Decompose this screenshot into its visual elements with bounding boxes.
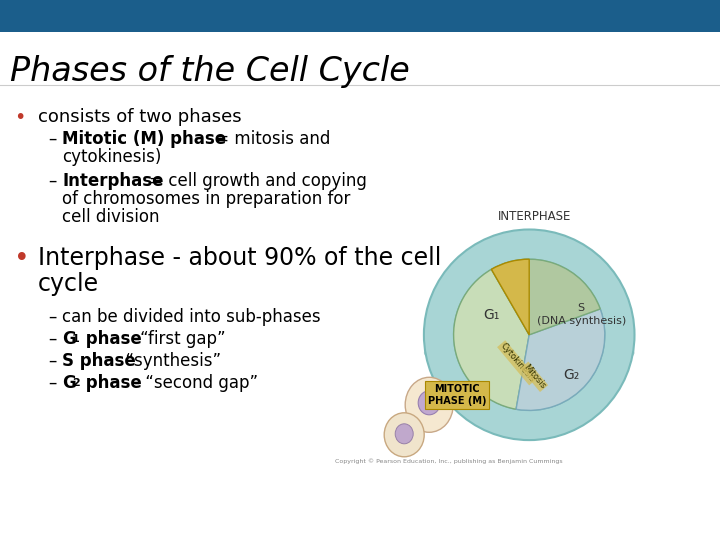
Text: = mitosis and: = mitosis and	[210, 130, 330, 148]
Text: G₂: G₂	[563, 368, 580, 382]
Text: –: –	[48, 172, 56, 190]
Text: INTERPHASE: INTERPHASE	[498, 211, 571, 224]
Text: cycle: cycle	[38, 272, 99, 296]
Text: cytokinesis): cytokinesis)	[62, 148, 161, 166]
Text: = cell growth and copying: = cell growth and copying	[144, 172, 367, 190]
Text: –: –	[48, 130, 56, 148]
Text: S phase: S phase	[62, 352, 136, 370]
Text: Phases of the Cell Cycle: Phases of the Cell Cycle	[10, 56, 410, 89]
Text: - “second gap”: - “second gap”	[129, 374, 258, 392]
Text: G: G	[62, 374, 76, 392]
Text: Cytokinesis: Cytokinesis	[498, 341, 536, 384]
Text: –: –	[48, 374, 56, 392]
Text: Interphase: Interphase	[62, 172, 163, 190]
Circle shape	[454, 259, 605, 410]
Text: Mitosis: Mitosis	[521, 363, 547, 391]
Text: “synthesis”: “synthesis”	[115, 352, 221, 370]
Text: G₁: G₁	[483, 308, 500, 322]
Ellipse shape	[418, 391, 440, 415]
Text: –: –	[48, 330, 56, 348]
Circle shape	[424, 230, 634, 440]
Text: Interphase - about 90% of the cell: Interphase - about 90% of the cell	[38, 246, 441, 270]
Wedge shape	[492, 259, 600, 335]
Wedge shape	[492, 259, 529, 335]
Text: •: •	[14, 246, 30, 272]
Text: cell division: cell division	[62, 208, 160, 226]
Text: -“first gap”: -“first gap”	[129, 330, 225, 348]
Ellipse shape	[424, 334, 634, 371]
Text: MITOTIC
PHASE (M): MITOTIC PHASE (M)	[428, 384, 487, 406]
Text: •: •	[14, 108, 25, 127]
Ellipse shape	[384, 413, 424, 457]
Text: phase: phase	[80, 330, 142, 348]
Text: of chromosomes in preparation for: of chromosomes in preparation for	[62, 190, 351, 208]
Text: 1: 1	[72, 334, 80, 344]
Text: S
(DNA synthesis): S (DNA synthesis)	[536, 303, 626, 326]
Text: –: –	[48, 308, 56, 326]
Bar	[0, 0, 720, 32]
Text: Mitotic (M) phase: Mitotic (M) phase	[62, 130, 226, 148]
Text: Copyright © Pearson Education, Inc., publishing as Benjamin Cummings: Copyright © Pearson Education, Inc., pub…	[336, 458, 563, 464]
Text: phase: phase	[80, 374, 142, 392]
Ellipse shape	[395, 424, 413, 444]
Text: G: G	[62, 330, 76, 348]
Wedge shape	[454, 269, 529, 409]
Text: can be divided into sub-phases: can be divided into sub-phases	[62, 308, 320, 326]
Wedge shape	[516, 309, 605, 410]
Text: –: –	[48, 352, 56, 370]
Ellipse shape	[405, 377, 453, 433]
Text: 2: 2	[72, 378, 80, 388]
Text: consists of two phases: consists of two phases	[38, 108, 242, 126]
